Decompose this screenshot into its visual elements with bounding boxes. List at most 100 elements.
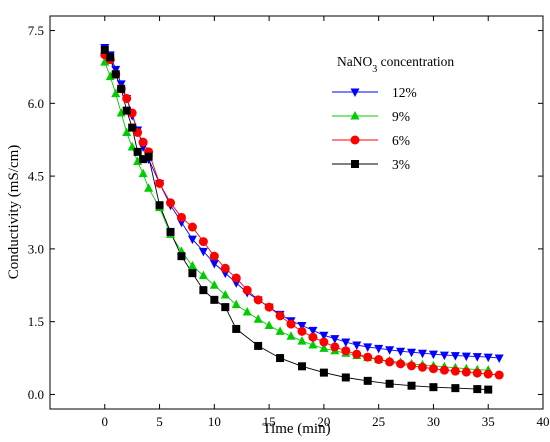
y-tick-label: 6.0 (28, 96, 44, 111)
legend: NaNO3 concentration 12% 9% 6% 3% (332, 54, 454, 172)
data-point (122, 127, 132, 136)
x-tick-label: 10 (208, 414, 221, 429)
data-point (138, 137, 148, 147)
data-point (407, 381, 416, 390)
legend-marker (350, 111, 360, 120)
data-point (198, 270, 208, 280)
data-point (363, 352, 373, 362)
data-point (407, 361, 417, 371)
plot-area-frame (49, 15, 544, 410)
data-point (144, 183, 154, 192)
data-point (133, 147, 142, 156)
y-tick-label: 1.5 (28, 314, 44, 329)
data-point (472, 353, 482, 362)
data-point (417, 349, 427, 359)
data-point (155, 201, 164, 210)
data-point (483, 369, 493, 379)
data-point (374, 344, 384, 354)
data-point (450, 352, 460, 361)
data-point (253, 314, 263, 323)
data-point (221, 303, 230, 312)
x-tick-label: 0 (102, 414, 109, 429)
data-point (210, 295, 219, 304)
data-point (341, 373, 350, 382)
legend-title-rest: concentration (377, 54, 454, 69)
data-point (319, 343, 329, 352)
data-point (111, 88, 121, 98)
legend-label: 3% (392, 157, 410, 172)
data-point (187, 222, 197, 232)
data-point (242, 306, 252, 316)
data-point (363, 343, 373, 352)
data-point (417, 362, 427, 372)
data-point (144, 152, 153, 161)
data-point (341, 346, 351, 356)
data-point (220, 263, 230, 273)
legend-marker (351, 160, 359, 168)
data-point (286, 331, 296, 340)
data-point (439, 351, 449, 361)
legend-title-subscript: 3 (372, 64, 377, 75)
data-point (128, 123, 137, 132)
x-tick-label: 20 (317, 414, 330, 429)
data-point (122, 106, 131, 115)
legend-title-main: NaNO (337, 54, 372, 69)
data-point (439, 365, 449, 375)
y-tick-label: 0.0 (28, 387, 44, 402)
data-point (451, 384, 460, 393)
data-point (396, 347, 406, 357)
data-point (100, 57, 110, 66)
data-point (209, 251, 219, 261)
data-point (275, 311, 285, 321)
legend-marker (350, 88, 360, 97)
data-point (166, 227, 175, 236)
data-point (494, 370, 504, 380)
x-tick-label: 15 (263, 414, 276, 429)
data-point (187, 260, 197, 270)
legend-title: NaNO3 concentration (337, 54, 454, 75)
data-point (494, 354, 504, 364)
legend-label: 6% (392, 133, 410, 148)
data-point (275, 326, 285, 335)
data-point (188, 269, 197, 278)
data-point (330, 335, 340, 344)
data-point (385, 379, 394, 388)
data-point (199, 286, 208, 295)
data-point (155, 178, 165, 188)
data-point (429, 383, 438, 392)
data-point (308, 339, 318, 349)
x-tick-label: 40 (537, 414, 550, 429)
data-point (374, 355, 384, 365)
data-point (286, 319, 296, 329)
x-tick-label: 5 (156, 414, 163, 429)
data-point (297, 336, 307, 345)
data-point (139, 155, 148, 164)
data-point (473, 385, 482, 394)
data-point (483, 353, 493, 363)
data-point (231, 273, 241, 283)
data-point (297, 326, 307, 336)
data-point (297, 362, 306, 371)
x-tick-label: 30 (427, 414, 440, 429)
x-axis-title: Time (min) (262, 421, 330, 437)
data-point (166, 198, 176, 208)
legend-label: 9% (392, 109, 410, 124)
data-point (111, 70, 120, 79)
data-point (450, 366, 460, 376)
x-tick-label: 35 (482, 414, 495, 429)
data-point (209, 259, 219, 269)
data-point (254, 341, 263, 350)
data-point (319, 331, 329, 341)
data-point (122, 93, 132, 103)
data-point (428, 364, 438, 374)
data-point (209, 280, 219, 289)
data-point (352, 341, 362, 350)
data-point (100, 45, 109, 54)
series-line-0 (104, 47, 500, 359)
legend-label: 12% (392, 85, 417, 100)
data-point (319, 368, 328, 377)
y-tick-label: 7.5 (28, 23, 44, 38)
data-point (276, 354, 285, 363)
data-point (220, 289, 230, 299)
